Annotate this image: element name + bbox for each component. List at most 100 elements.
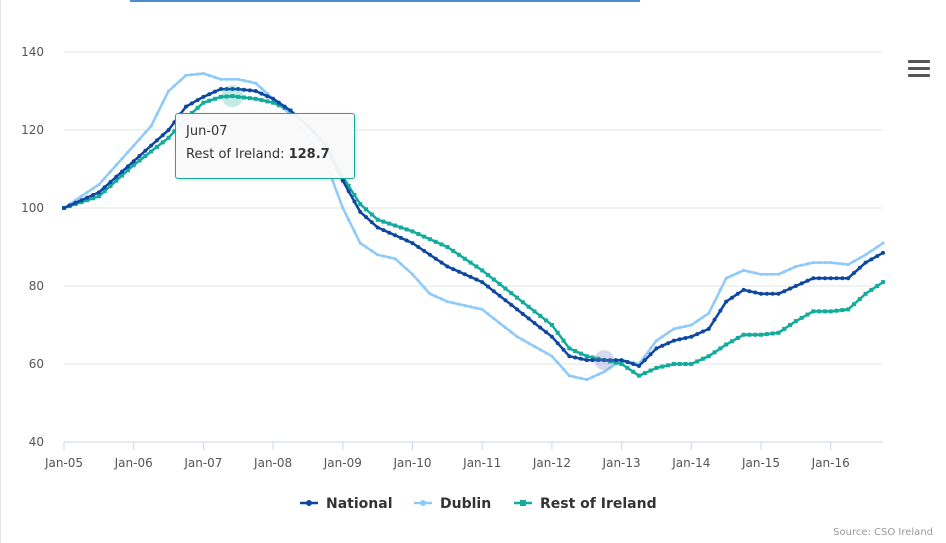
data-point[interactable]	[759, 272, 763, 276]
data-point[interactable]	[416, 245, 421, 249]
data-point[interactable]	[689, 334, 694, 339]
data-point[interactable]	[578, 351, 583, 356]
data-point[interactable]	[666, 363, 671, 368]
data-point[interactable]	[149, 149, 154, 154]
data-point[interactable]	[434, 294, 438, 298]
data-point[interactable]	[863, 253, 868, 257]
data-point[interactable]	[532, 309, 537, 314]
data-point[interactable]	[102, 185, 107, 190]
data-point[interactable]	[207, 98, 212, 103]
data-point[interactable]	[741, 287, 746, 292]
data-point[interactable]	[271, 100, 276, 105]
data-point[interactable]	[741, 332, 746, 337]
data-point[interactable]	[637, 373, 642, 378]
data-point[interactable]	[776, 291, 781, 296]
data-point[interactable]	[474, 277, 479, 282]
data-point[interactable]	[242, 95, 247, 100]
data-point[interactable]	[352, 199, 357, 204]
data-point[interactable]	[62, 206, 66, 210]
data-point[interactable]	[701, 315, 705, 319]
data-point[interactable]	[474, 306, 479, 310]
data-point[interactable]	[834, 261, 839, 265]
data-point[interactable]	[851, 271, 856, 275]
data-point[interactable]	[393, 233, 398, 238]
data-point[interactable]	[230, 77, 235, 81]
data-point[interactable]	[672, 327, 676, 331]
data-point[interactable]	[799, 281, 804, 286]
data-point[interactable]	[288, 108, 293, 113]
data-point[interactable]	[764, 332, 769, 337]
data-point[interactable]	[753, 271, 757, 275]
data-point[interactable]	[753, 290, 758, 295]
data-point[interactable]	[497, 282, 502, 287]
data-point[interactable]	[114, 178, 119, 183]
data-point[interactable]	[398, 225, 403, 230]
data-point[interactable]	[410, 241, 415, 246]
data-point[interactable]	[236, 94, 241, 99]
data-point[interactable]	[364, 215, 369, 220]
data-point[interactable]	[108, 183, 113, 188]
data-point[interactable]	[753, 332, 758, 337]
data-point[interactable]	[573, 349, 578, 353]
data-point[interactable]	[765, 272, 769, 276]
data-point[interactable]	[242, 79, 246, 83]
data-point[interactable]	[73, 200, 78, 205]
data-point[interactable]	[276, 103, 281, 108]
data-point[interactable]	[265, 94, 270, 99]
series-line[interactable]	[63, 87, 884, 368]
data-point[interactable]	[172, 129, 177, 134]
data-point[interactable]	[840, 308, 845, 313]
data-point[interactable]	[358, 209, 363, 214]
data-point[interactable]	[486, 312, 490, 316]
data-point[interactable]	[358, 241, 362, 245]
data-point[interactable]	[131, 159, 136, 164]
data-point[interactable]	[654, 339, 659, 343]
data-point[interactable]	[404, 227, 409, 232]
data-point[interactable]	[376, 253, 380, 257]
data-point[interactable]	[869, 287, 874, 292]
data-point[interactable]	[712, 350, 717, 355]
data-point[interactable]	[114, 174, 119, 179]
data-point[interactable]	[178, 79, 182, 83]
data-point[interactable]	[195, 72, 200, 76]
data-point[interactable]	[851, 302, 856, 307]
data-point[interactable]	[282, 104, 287, 109]
data-point[interactable]	[567, 346, 572, 351]
data-point[interactable]	[236, 77, 240, 81]
data-point[interactable]	[613, 360, 618, 365]
data-point[interactable]	[532, 344, 537, 349]
data-point[interactable]	[735, 291, 740, 296]
data-point[interactable]	[828, 276, 833, 281]
data-point[interactable]	[154, 138, 159, 143]
data-point[interactable]	[770, 331, 775, 336]
data-point[interactable]	[834, 308, 839, 313]
data-point[interactable]	[451, 301, 455, 305]
data-point[interactable]	[561, 347, 566, 352]
data-point[interactable]	[468, 260, 473, 265]
data-point[interactable]	[247, 88, 252, 93]
data-point[interactable]	[857, 297, 862, 301]
data-point[interactable]	[526, 316, 531, 321]
data-point[interactable]	[456, 252, 461, 257]
data-point[interactable]	[131, 163, 136, 168]
data-point[interactable]	[498, 321, 502, 325]
data-point[interactable]	[451, 267, 456, 272]
data-point[interactable]	[183, 104, 188, 109]
data-point[interactable]	[538, 348, 542, 352]
data-point[interactable]	[666, 331, 670, 335]
data-point[interactable]	[671, 338, 676, 343]
data-point[interactable]	[782, 270, 786, 274]
data-point[interactable]	[654, 346, 659, 351]
data-point[interactable]	[463, 303, 467, 308]
data-point[interactable]	[213, 96, 218, 101]
data-point[interactable]	[503, 286, 508, 291]
legend-item-rest-of-ireland[interactable]: Rest of Ireland	[514, 496, 657, 512]
data-point[interactable]	[579, 376, 583, 380]
data-point[interactable]	[776, 330, 781, 335]
data-point[interactable]	[85, 190, 89, 194]
data-point[interactable]	[776, 272, 781, 276]
data-point[interactable]	[462, 256, 467, 261]
data-point[interactable]	[817, 309, 822, 314]
data-point[interactable]	[114, 163, 118, 167]
data-point[interactable]	[683, 336, 688, 340]
